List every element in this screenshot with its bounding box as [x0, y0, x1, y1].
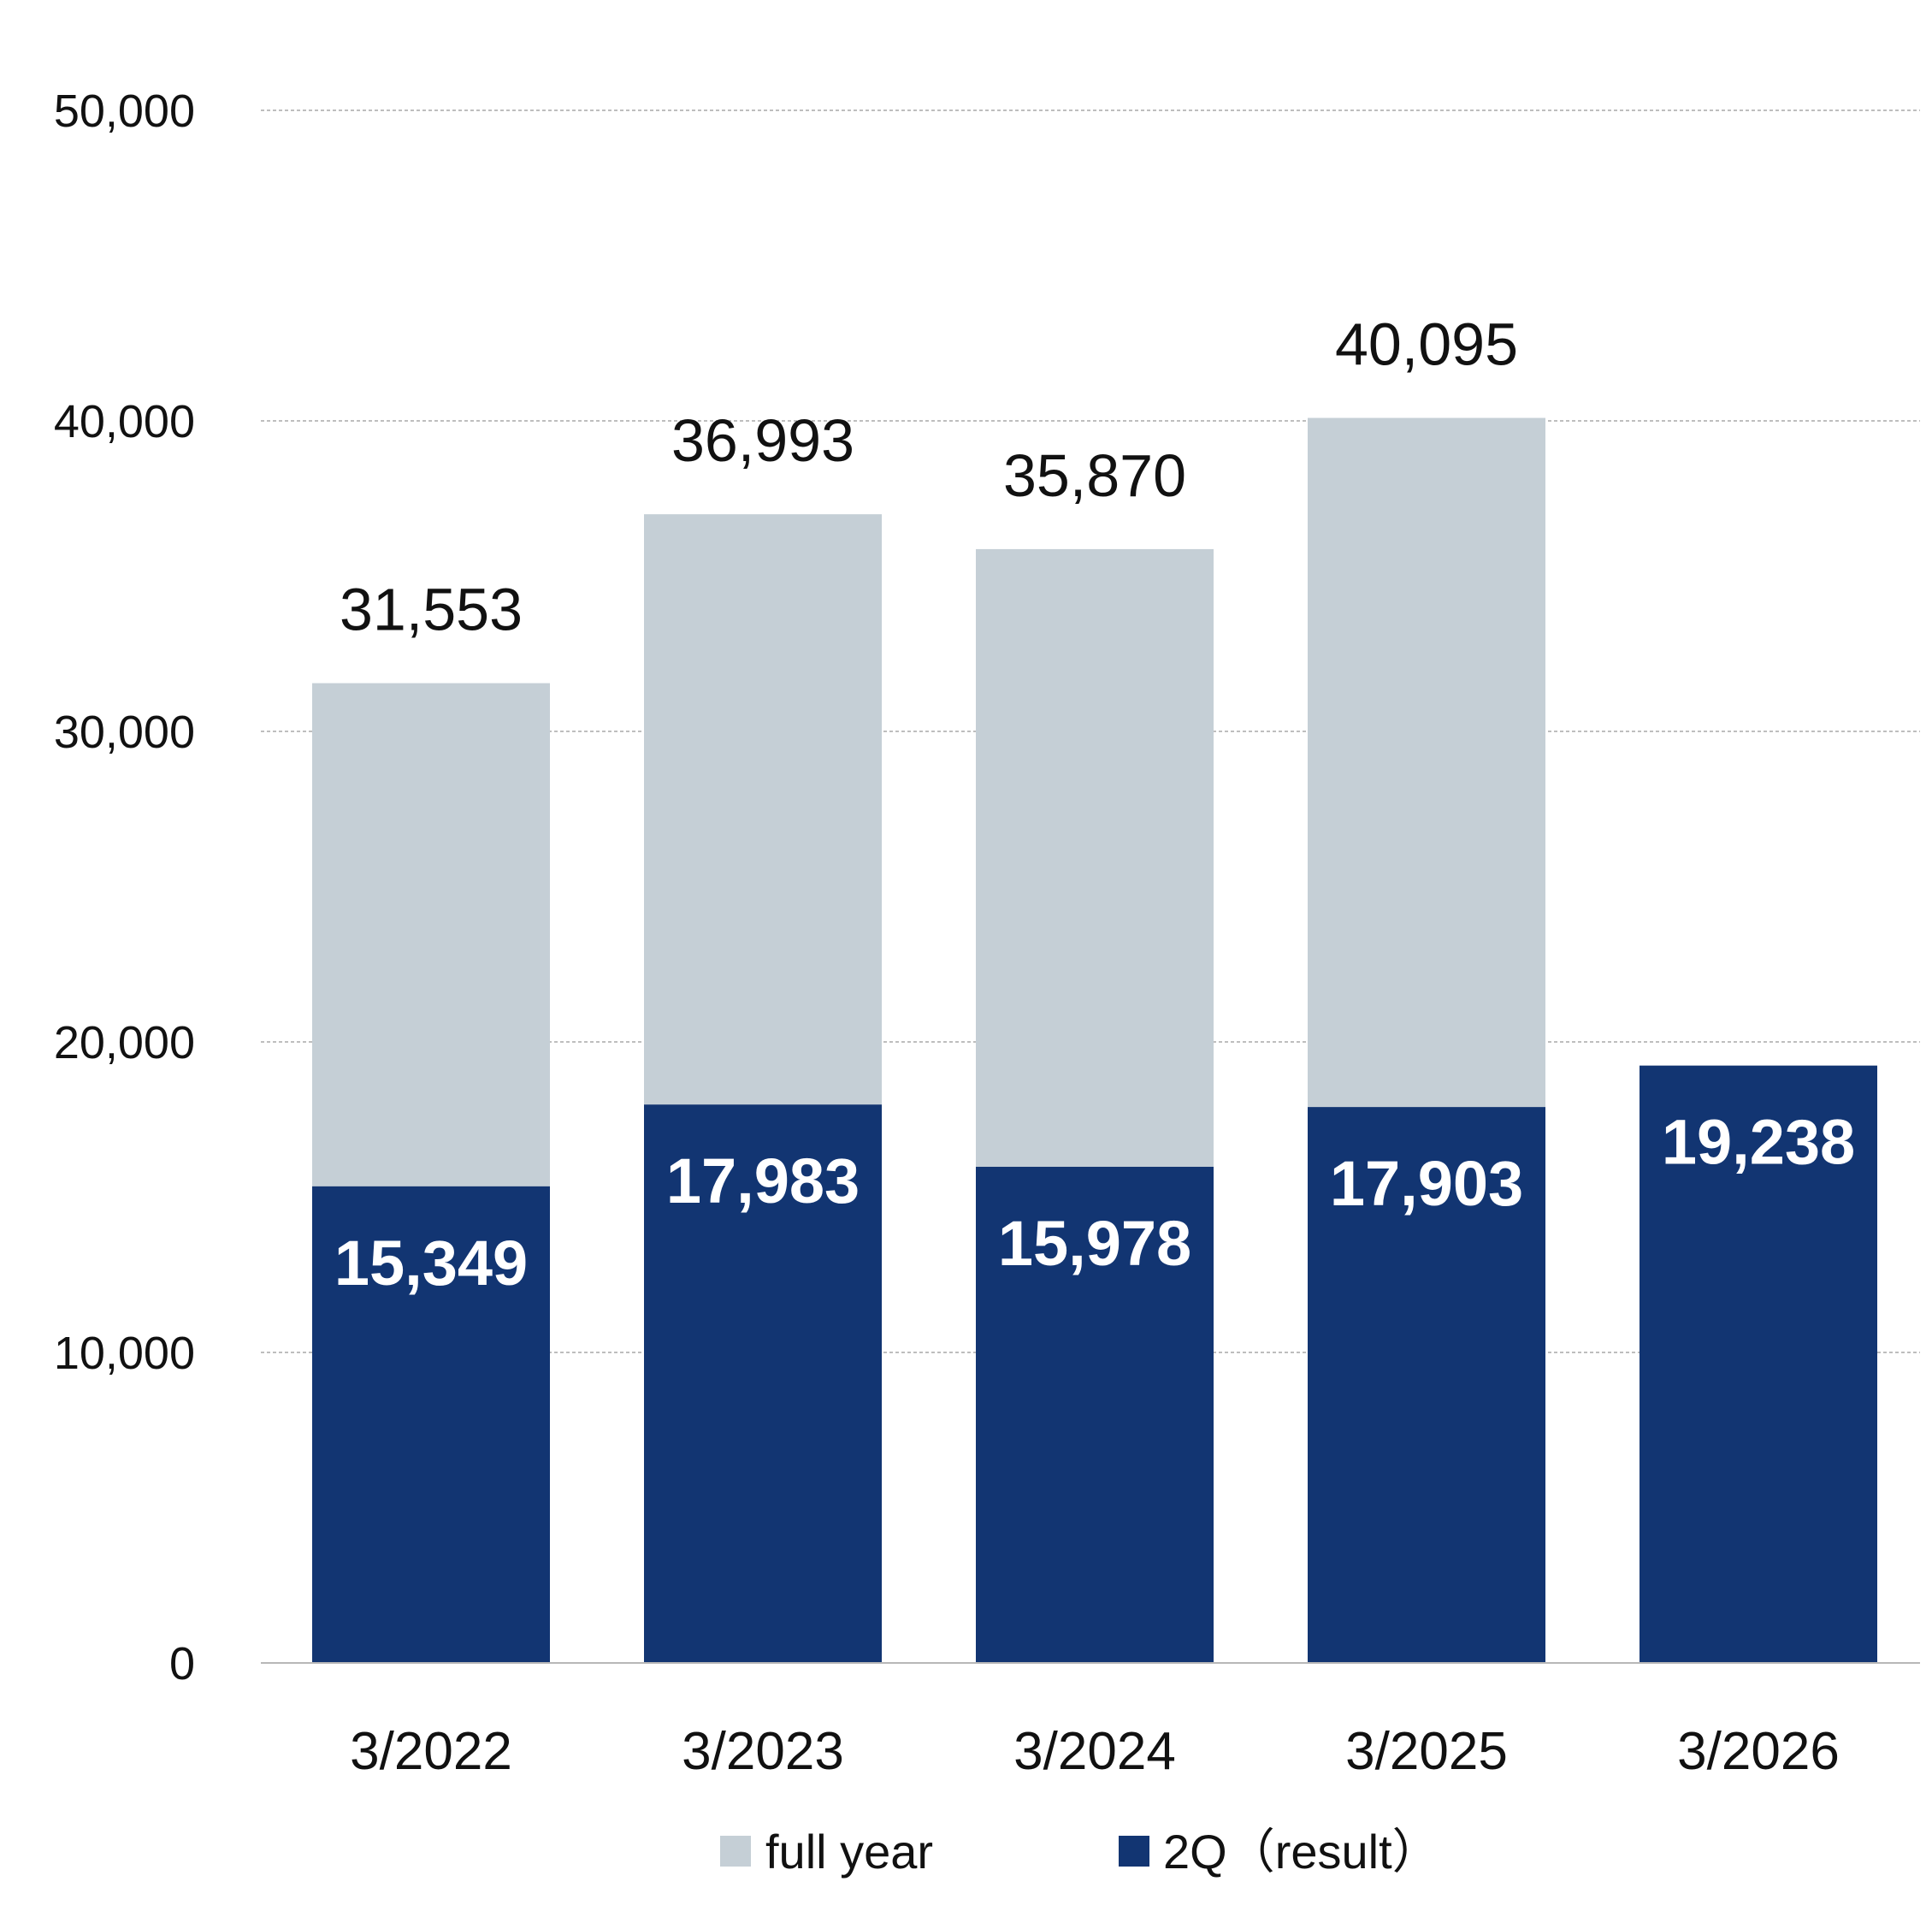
y-tick-label: 30,000: [54, 707, 195, 758]
bar-2q-result: [1640, 1065, 1877, 1663]
legend-label-full-year: full year: [765, 1825, 933, 1879]
data-label-full-year: 35,870: [1003, 442, 1186, 509]
y-tick-label: 40,000: [54, 396, 195, 447]
data-label-2q-result: 19,238: [1662, 1107, 1855, 1178]
bar-full-year: [976, 548, 1214, 1167]
x-category-label: 3/2022: [350, 1722, 512, 1781]
x-axis-labels: 3/2022 3/2023 3/2024 3/2025 3/2026: [350, 1722, 1840, 1781]
legend-swatch-2q-result: [1119, 1836, 1149, 1867]
y-tick-label: 10,000: [54, 1328, 195, 1379]
bar-2q-result: [976, 1166, 1214, 1663]
bar-2q-result: [1308, 1107, 1545, 1663]
legend: full year 2Q（result）: [720, 1825, 1440, 1879]
data-label-full-year: 31,553: [340, 577, 523, 643]
data-label-2q-result: 15,349: [334, 1228, 528, 1299]
data-label-2q-result: 17,903: [1330, 1148, 1523, 1219]
bar-full-year: [1308, 417, 1545, 1108]
y-tick-label: 0: [169, 1638, 195, 1689]
y-axis-ticks: 0 10,000 20,000 30,000 40,000 50,000: [54, 86, 195, 1689]
x-category-label: 3/2023: [682, 1722, 844, 1781]
bars: 31,553 15,349 36,993 17,983 35,870 15,978 40,0…: [312, 311, 1877, 1663]
data-label-2q-result: 17,983: [666, 1145, 860, 1216]
x-category-label: 3/2025: [1345, 1722, 1508, 1781]
bar-full-year: [312, 683, 550, 1186]
bar-2q-result: [312, 1186, 550, 1663]
legend-swatch-full-year: [720, 1836, 751, 1867]
y-tick-label: 20,000: [54, 1017, 195, 1068]
data-label-full-year: 40,095: [1335, 311, 1518, 378]
y-tick-label: 50,000: [54, 86, 195, 137]
bar-2q-result: [644, 1104, 882, 1663]
x-category-label: 3/2024: [1013, 1722, 1176, 1781]
bar-full-year: [644, 514, 882, 1105]
data-label-full-year: 36,993: [671, 407, 854, 474]
x-category-label: 3/2026: [1677, 1722, 1840, 1781]
data-label-2q-result: 15,978: [998, 1208, 1191, 1279]
legend-label-2q-result: 2Q（result）: [1163, 1825, 1440, 1879]
